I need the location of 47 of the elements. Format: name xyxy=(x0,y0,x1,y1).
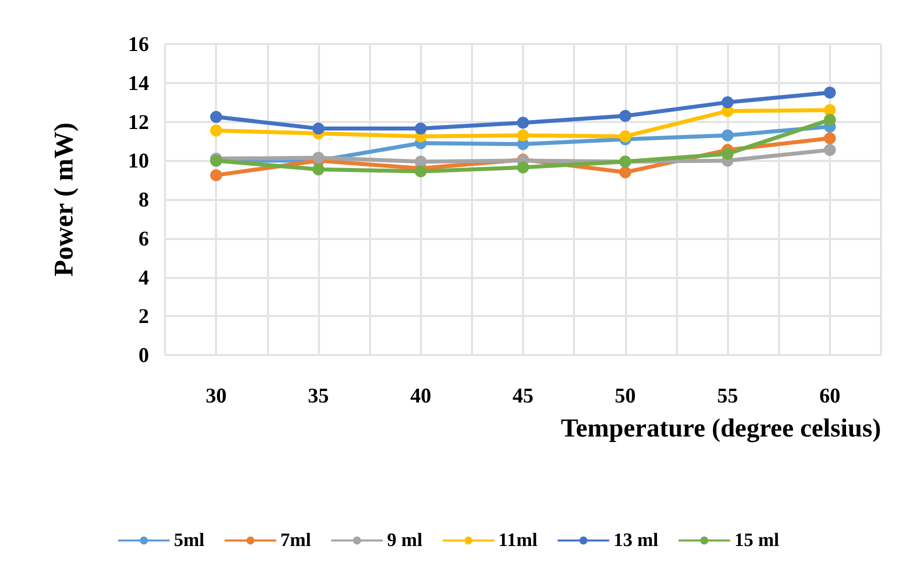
point xyxy=(619,110,632,122)
point xyxy=(824,86,836,99)
point xyxy=(414,165,427,178)
point xyxy=(824,132,836,144)
y-tick-label: 10 xyxy=(128,148,149,173)
point xyxy=(824,104,836,116)
legend-label: 5ml xyxy=(174,530,204,551)
point xyxy=(414,122,427,135)
point xyxy=(824,114,836,126)
point xyxy=(414,156,427,168)
x-tick-label: 30 xyxy=(206,384,227,408)
x-tick-label: 50 xyxy=(614,384,636,408)
legend-label: 13 ml xyxy=(613,530,658,551)
point xyxy=(517,129,529,142)
y-axis-title: Power ( mW) xyxy=(48,122,78,276)
point xyxy=(210,110,222,123)
y-tick-label: 14 xyxy=(128,70,150,95)
point xyxy=(210,124,222,136)
y-tick-label: 8 xyxy=(138,188,149,212)
x-axis-title: Temperature (degree celsius) xyxy=(560,414,881,442)
point xyxy=(619,166,632,178)
point xyxy=(619,130,632,142)
x-tick-label: 35 xyxy=(308,384,329,408)
x-tick-label: 45 xyxy=(512,384,534,408)
legend-label: 11ml xyxy=(498,530,538,551)
legend-label: 9 ml xyxy=(387,530,422,551)
x-tick-label: 60 xyxy=(819,384,840,408)
x-tick-label: 40 xyxy=(410,384,432,408)
point xyxy=(210,169,222,182)
point xyxy=(312,122,324,135)
y-tick-label: 2 xyxy=(138,304,149,328)
y-tick-label: 6 xyxy=(138,226,149,250)
point xyxy=(312,163,324,176)
point xyxy=(722,148,734,160)
y-tick-label: 16 xyxy=(128,32,149,56)
x-tick-label: 55 xyxy=(717,384,738,408)
point xyxy=(722,129,734,142)
point xyxy=(722,96,734,108)
legend-label: 7ml xyxy=(280,530,312,551)
y-tick-label: 0 xyxy=(138,343,149,367)
y-tick-label: 12 xyxy=(128,110,149,134)
y-tick-label: 4 xyxy=(138,265,150,290)
point xyxy=(517,161,529,174)
point xyxy=(517,116,529,129)
point xyxy=(824,144,836,156)
legend-label: 15 ml xyxy=(734,530,780,551)
point xyxy=(312,152,324,164)
